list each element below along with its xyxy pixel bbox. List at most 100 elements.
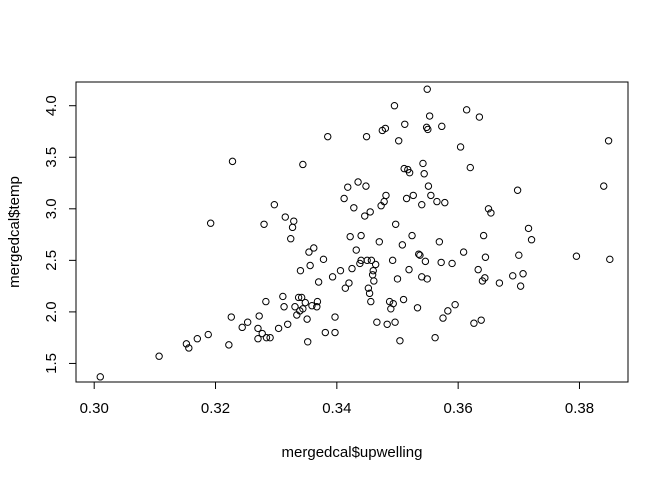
data-point [348,264,356,273]
data-point [344,183,352,191]
data-point [228,157,237,166]
data-point [206,219,215,227]
data-point [466,163,474,172]
data-point [357,231,365,240]
data-point [381,124,390,133]
data-point [310,244,318,252]
data-point [308,302,316,310]
data-point [182,340,191,348]
data-point [294,293,303,302]
data-point [313,297,322,306]
x-tick-label: 0.38 [565,400,594,417]
data-point [600,182,608,190]
data-point [459,248,468,256]
data-point [290,217,298,225]
data-point [362,182,370,190]
data-point [185,344,193,352]
data-point [444,307,452,315]
data-point [373,318,381,326]
data-point [288,223,297,232]
data-point [243,318,252,326]
data-point [396,337,404,345]
data-point [297,293,306,302]
data-point [324,132,332,141]
y-tick-label: 1.5 [43,353,60,374]
data-point [451,300,459,309]
data-point [383,320,391,328]
data-point [515,251,523,259]
data-point [391,318,399,326]
data-point [470,319,478,327]
data-point [270,200,279,209]
data-point [475,113,484,121]
y-tick-label: 2.5 [43,250,60,271]
data-point [364,284,373,292]
data-point [382,191,390,200]
data-point [371,260,380,269]
data-point [255,312,263,320]
data-point [441,198,449,207]
data-point [405,169,414,177]
data-point [331,313,339,321]
data-point [416,251,424,259]
data-point [284,320,292,328]
data-point [408,231,416,240]
data-point [604,137,613,145]
data-point [375,238,383,246]
data-point [299,305,307,313]
data-point [321,328,330,337]
data-point [495,279,504,287]
y-tick-label: 2.0 [43,301,60,322]
data-point [331,328,339,337]
plot-box [75,81,629,383]
data-point [606,255,614,264]
data-point [279,292,287,301]
data-point [484,205,493,213]
data-point [389,299,397,308]
y-tick-label: 4.0 [43,95,60,116]
data-point [303,315,311,323]
data-point [96,373,104,381]
data-point [477,316,485,324]
data-point [435,238,444,246]
data-point [427,191,435,200]
data-point [437,258,445,267]
data-point [346,232,354,241]
data-point [341,284,350,292]
data-point [227,313,235,321]
data-point [439,314,447,322]
y-tick-label: 3.0 [43,198,60,219]
data-point [258,329,266,338]
x-tick-label: 0.36 [444,400,473,417]
data-points [96,85,614,381]
data-point [225,341,233,349]
data-point [299,160,307,169]
data-point [370,277,378,285]
data-point [363,256,371,265]
data-point [438,122,446,131]
data-point [266,333,274,342]
data-point [390,102,399,110]
data-point [413,304,422,312]
data-point [419,159,427,168]
data-point [262,297,270,306]
data-point [415,250,423,258]
data-point [254,324,262,333]
data-point [280,303,288,311]
data-point [367,256,376,265]
data-point [399,295,408,304]
data-point [424,182,433,190]
data-point [365,289,374,298]
data-point [328,273,337,281]
data-point [420,170,428,178]
data-point [481,253,490,261]
y-tick-label: 3.5 [43,147,60,168]
data-point [366,208,374,216]
data-point [336,266,345,275]
data-point [424,125,432,134]
data-point [487,209,495,217]
data-point [456,143,465,151]
data-point [516,282,525,290]
data-point [352,246,360,254]
